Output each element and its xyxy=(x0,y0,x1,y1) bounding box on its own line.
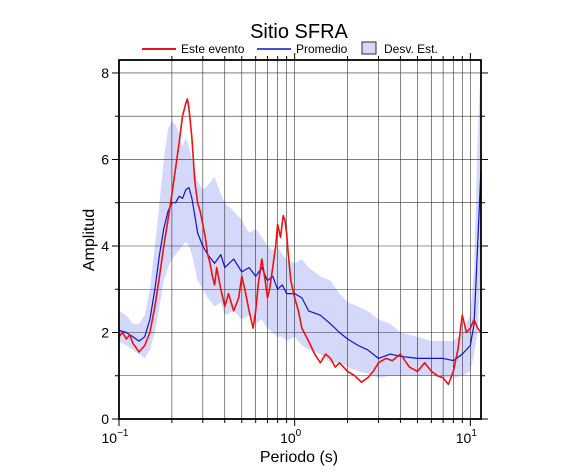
series-line-este-evento xyxy=(118,98,482,386)
tick-labels: 0 2 4 6 8 10−1 100 101 xyxy=(101,65,477,446)
x-tick-label: 10−1 xyxy=(102,428,129,446)
legend-label-promedio: Promedio xyxy=(296,42,348,56)
grid-layer xyxy=(119,60,481,419)
std-band-area xyxy=(119,60,481,378)
y-tick-label: 0 xyxy=(101,411,109,427)
y-tick-label: 6 xyxy=(101,151,109,167)
series-layer xyxy=(118,98,482,386)
y-tick-label: 2 xyxy=(101,324,109,340)
legend-label-este-evento: Este evento xyxy=(181,42,245,56)
y-tick-label: 8 xyxy=(101,65,109,81)
legend-swatch-desv-est xyxy=(361,41,377,55)
legend: Este evento Promedio Desv. Est. xyxy=(142,41,438,56)
y-tick-label: 4 xyxy=(101,238,109,254)
legend-label-desv-est: Desv. Est. xyxy=(384,42,438,56)
chart-title: Sitio SFRA xyxy=(250,21,348,43)
y-axis-label: Amplitud xyxy=(81,209,98,271)
x-axis-label: Periodo (s) xyxy=(260,449,338,466)
x-tick-label: 100 xyxy=(280,428,302,446)
std-band-layer xyxy=(119,60,481,378)
series-line-promedio xyxy=(118,168,482,362)
plot-frame xyxy=(118,59,482,420)
axes-frame xyxy=(112,53,488,426)
x-tick-label: 101 xyxy=(456,428,478,446)
